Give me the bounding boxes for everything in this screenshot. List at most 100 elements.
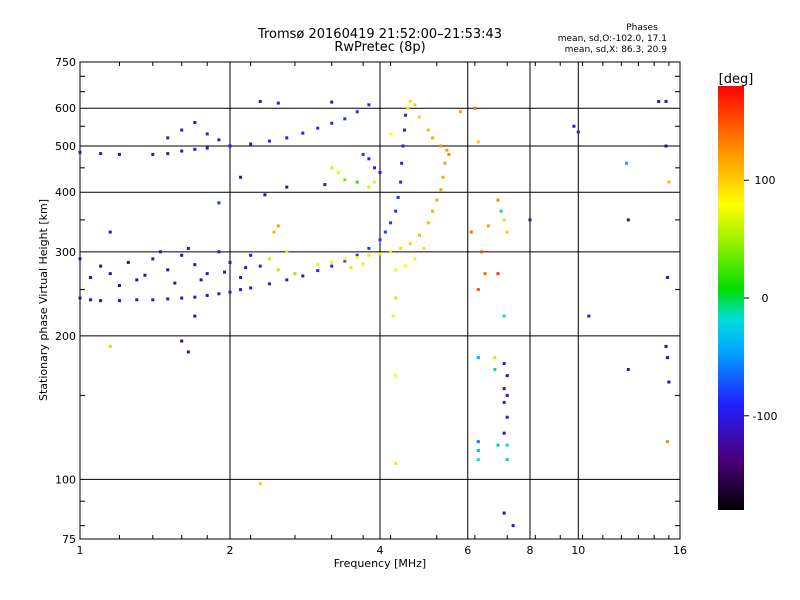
echo-point (445, 148, 449, 152)
echo-point (217, 201, 221, 205)
echo-point (99, 264, 103, 268)
echo-point (263, 193, 267, 197)
echo-point (166, 152, 170, 156)
echo-point (180, 339, 184, 343)
echo-point (389, 132, 393, 136)
echo-point (267, 282, 271, 286)
echo-point (228, 144, 232, 148)
echo-point (355, 180, 359, 184)
echo-point (476, 448, 480, 452)
echo-point (435, 198, 439, 202)
echo-point (276, 101, 280, 105)
echo-point (193, 147, 197, 151)
echo-point (349, 266, 353, 270)
echo-point (186, 350, 190, 354)
x-tick-label: 4 (377, 544, 384, 557)
echo-point (441, 175, 445, 179)
echo-point (408, 242, 412, 246)
echo-point (117, 283, 121, 287)
echo-point (367, 103, 371, 107)
echo-point (78, 150, 82, 154)
y-tick-label: 400 (55, 186, 76, 199)
echo-point (249, 286, 253, 290)
echo-point (664, 344, 668, 348)
echo-point (439, 188, 443, 192)
echo-point (89, 298, 93, 302)
echo-point (378, 252, 382, 256)
echo-point (158, 250, 162, 254)
echo-point (400, 161, 404, 165)
echo-point (502, 431, 506, 435)
echo-point (499, 209, 503, 213)
echo-point (330, 260, 334, 264)
echo-point (330, 166, 334, 170)
echo-point (166, 268, 170, 272)
echo-point (228, 260, 232, 264)
echo-point (143, 273, 147, 277)
echo-point (486, 224, 490, 228)
echo-point (476, 440, 480, 444)
echo-point (413, 103, 417, 107)
echo-point (89, 276, 93, 280)
echo-point (166, 297, 170, 301)
echo-point (316, 263, 320, 267)
echo-point (378, 170, 382, 174)
y-axis-label: Stationary phase Virtual Height [km] (37, 199, 50, 401)
echo-point (361, 262, 365, 266)
x-tick-label: 2 (227, 544, 234, 557)
echo-point (413, 257, 417, 261)
echo-point (343, 117, 347, 121)
echo-point (625, 161, 629, 165)
chart-subtitle: RwPretec (8p) (334, 40, 425, 55)
echo-point (205, 293, 209, 297)
echo-point (665, 276, 669, 280)
x-tick-label: 8 (527, 544, 534, 557)
echo-point (394, 296, 398, 300)
echo-point (476, 458, 480, 462)
echo-point (511, 524, 515, 528)
echo-point (135, 278, 139, 282)
echo-point (180, 296, 184, 300)
echo-point (336, 170, 340, 174)
echo-point (626, 218, 630, 222)
echo-point (476, 140, 480, 144)
echo-point (401, 144, 405, 148)
echo-point (426, 221, 430, 225)
echo-point (330, 100, 334, 104)
echo-point (443, 161, 447, 165)
echo-point (239, 276, 243, 280)
echo-point (316, 269, 320, 273)
echo-point (205, 272, 209, 276)
echo-point (205, 146, 209, 150)
echo-point (505, 443, 509, 447)
colorbar-ticks: 100 0 -100 (744, 174, 777, 423)
stats-line-o: mean, sd,O:-102.0, 17.1 (558, 34, 667, 44)
echo-point (343, 178, 347, 182)
echo-point (316, 126, 320, 130)
echo-point (199, 278, 203, 282)
echo-point (108, 344, 112, 348)
echo-point (665, 440, 669, 444)
echo-point (367, 253, 371, 257)
y-axis-ticks: 75 100 200 300 400 500 600 750 (55, 56, 680, 546)
echo-point (258, 482, 262, 486)
echo-point (399, 180, 403, 184)
echo-point (505, 458, 509, 462)
echo-point (355, 255, 359, 259)
echo-point (258, 99, 262, 103)
echo-point (193, 314, 197, 318)
echo-point (505, 393, 509, 397)
echo-point (228, 290, 232, 294)
echo-point (343, 259, 347, 263)
echo-point (373, 166, 377, 170)
echo-point (399, 246, 403, 250)
echo-point (665, 356, 669, 360)
y-tick-label: 100 (55, 473, 76, 486)
echo-point (389, 250, 393, 254)
echo-point (496, 198, 500, 202)
x-tick-label: 16 (673, 544, 687, 557)
echo-point (394, 374, 398, 378)
x-axis-ticks: 1 2 4 6 8 10 16 (77, 62, 687, 557)
echo-point (285, 250, 289, 254)
echo-point (394, 268, 398, 272)
